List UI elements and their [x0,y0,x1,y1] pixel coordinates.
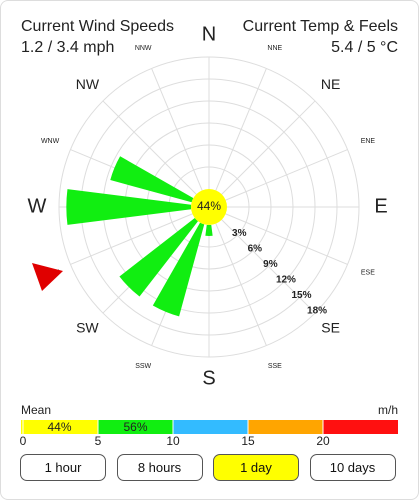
ring-label: 3% [232,228,247,239]
scale-tick-label: 0 [20,434,27,448]
spoke [151,68,203,191]
direction-label: NE [321,76,340,92]
direction-label: E [374,195,387,217]
ring-label: 18% [307,306,327,317]
direction-label: ENE [361,138,376,145]
scale-segment [173,420,248,434]
speed-scale: Mean m/h 44% 56% 0 5 10 15 20 [20,403,398,448]
temp-value: 5.4 / 5 °C [331,39,398,56]
scale-tick-label: 5 [95,434,102,448]
range-button[interactable]: 1 day [213,454,299,481]
scale-title: Mean [21,403,51,417]
ring-label: 12% [276,275,296,286]
petal [205,224,213,236]
spoke [225,149,348,201]
scale-segment-label: 44% [47,420,71,434]
petal [119,218,198,297]
petal [66,189,192,225]
calm-circle [191,189,227,225]
wind-value: 1.2 / 3.4 mph [21,39,114,56]
ring-label: 9% [263,259,278,270]
direction-label: NW [76,76,100,92]
wind-rose-chart: Current Wind Speeds 1.2 / 3.4 mph Curren… [20,18,398,448]
direction-label: N [202,23,216,45]
spoke [215,68,267,191]
wind-direction-arrow [32,263,63,291]
scale-segment [21,420,98,434]
scale-tick-label: 10 [166,434,180,448]
range-button[interactable]: 10 days [309,454,396,481]
scale-segment [323,420,398,434]
direction-label: SE [321,319,340,335]
wind-title: Current Wind Speeds [21,18,174,35]
direction-label: WNW [41,138,60,145]
temp-title: Current Temp & Feels [243,18,398,35]
petal [110,156,194,203]
scale-segment [98,420,173,434]
direction-label: ESE [361,270,375,277]
direction-label: SW [76,319,99,335]
range-button[interactable]: 1 hour [20,454,106,481]
spoke [221,219,316,314]
direction-label: NNW [135,45,152,52]
spoke [70,213,193,265]
scale-tick-label: 15 [241,434,255,448]
scale-segment [248,420,323,434]
spoke [221,100,316,195]
scale-tick-label: 20 [316,434,330,448]
direction-label: SSW [135,363,151,370]
ring-label: 6% [248,243,263,254]
petal [152,222,205,317]
direction-label: NNE [267,45,282,52]
spoke [102,100,197,195]
spoke [225,213,348,265]
direction-label: SSE [268,363,282,370]
direction-label: W [28,195,47,217]
scale-unit: m/h [378,403,398,417]
calm-label: 44% [197,199,221,213]
ring-label: 15% [292,290,312,301]
range-button[interactable]: 8 hours [116,454,203,481]
direction-label: S [202,367,215,389]
spoke [215,223,267,346]
rose: NNNENEENEEESESESSESSSWSWWSWWWNWNWNNW3%6%… [28,23,388,389]
scale-segment-label: 56% [123,420,147,434]
